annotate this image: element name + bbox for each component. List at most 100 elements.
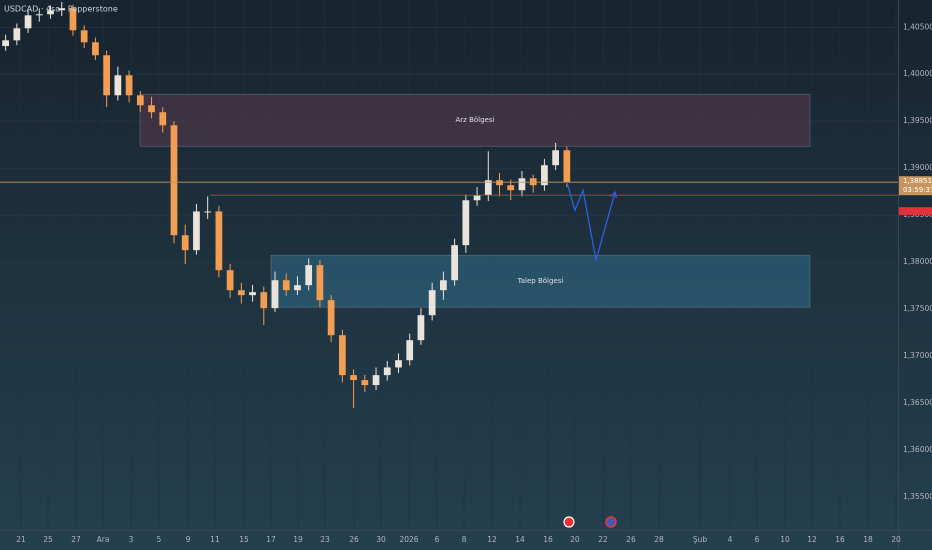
candle-body — [507, 185, 515, 191]
candle-body — [103, 55, 111, 96]
x-tick-label: 2026 — [399, 535, 418, 544]
x-tick-label: 22 — [598, 535, 608, 544]
price-tag — [899, 176, 932, 196]
chart-title: USDCAD · 4sa · Pepperstone — [4, 5, 118, 14]
candle-body — [496, 180, 503, 186]
candle-body — [282, 280, 290, 291]
candle-body — [237, 290, 245, 296]
candle-body — [518, 178, 526, 191]
candle-body — [294, 285, 301, 291]
candle-body — [69, 8, 77, 31]
candle-body — [428, 290, 436, 316]
x-tick-label: 20 — [570, 535, 580, 544]
y-tick-label: 1,37500 — [903, 304, 932, 313]
x-tick-label: 25 — [43, 535, 53, 544]
x-tick-label: 4 — [728, 535, 733, 544]
candle-body — [204, 211, 212, 213]
x-tick-label: 8 — [462, 535, 467, 544]
x-tick-label: 30 — [376, 535, 386, 544]
candle-body — [316, 265, 324, 301]
candle-body — [563, 150, 571, 183]
candle-body — [13, 28, 21, 41]
candle-body — [24, 15, 32, 29]
candle-body — [305, 265, 313, 286]
y-tick-label: 1,36000 — [903, 445, 932, 454]
candle-body — [260, 292, 268, 309]
zone — [139, 93, 811, 147]
candle-body — [484, 180, 492, 196]
x-tick-label: 20 — [891, 535, 901, 544]
x-tick-label: 19 — [293, 535, 303, 544]
candle-body — [114, 75, 122, 96]
y-tick-label: 1,39000 — [903, 163, 932, 172]
x-tick-label: 28 — [654, 535, 664, 544]
candle-body — [159, 112, 167, 126]
x-tick-label: 16 — [835, 535, 845, 544]
x-tick-label: 17 — [266, 535, 276, 544]
candle-body — [92, 42, 99, 56]
x-tick-label: Ara — [97, 535, 110, 544]
y-tick-label: 1,35500 — [903, 492, 932, 501]
candle-body — [383, 367, 391, 376]
price-tag — [899, 207, 932, 216]
x-tick-label: 11 — [210, 535, 220, 544]
candle-body — [529, 178, 537, 186]
candle-body — [327, 300, 335, 336]
candle-body — [193, 211, 200, 251]
candle-body — [215, 211, 223, 271]
x-tick-label: 14 — [515, 535, 525, 544]
x-tick-label: 15 — [239, 535, 249, 544]
candle-body — [136, 95, 144, 106]
candle-body — [148, 105, 155, 113]
candle-body — [350, 375, 357, 381]
candle-body — [35, 14, 43, 16]
plot: Arz Bölgesi Talep Bölgesi — [0, 1, 898, 498]
candle-body — [58, 8, 66, 11]
zone — [270, 254, 811, 308]
x-tick-label: 16 — [543, 535, 553, 544]
candle-body — [372, 375, 380, 386]
x-tick-label: 3 — [129, 535, 134, 544]
zone-label: Arz Bölgesi — [456, 116, 495, 124]
projection-arrowhead — [610, 190, 618, 199]
candle-body — [47, 10, 54, 15]
x-tick-label: 10 — [780, 535, 790, 544]
candle-body — [226, 270, 234, 291]
candle-body — [338, 335, 346, 376]
x-tick-label: 9 — [186, 535, 191, 544]
y-tick-label: 1,37000 — [903, 351, 932, 360]
candle-body — [80, 30, 88, 43]
y-tick-label: 1,39500 — [903, 116, 932, 125]
event-icon[interactable] — [563, 516, 617, 528]
candle-body — [417, 315, 425, 341]
y-tick-label: 1,36500 — [903, 398, 932, 407]
x-tick-label: 5 — [157, 535, 162, 544]
candle-body — [181, 235, 189, 251]
price-tag-label: 1,38851 — [903, 177, 932, 185]
candle-body — [451, 245, 458, 281]
candle-body — [2, 40, 9, 47]
x-tick-label: 26 — [349, 535, 359, 544]
candle-body — [395, 360, 402, 368]
x-tick-label: 6 — [435, 535, 440, 544]
x-tick-label: 21 — [16, 535, 26, 544]
candle-body — [473, 195, 481, 201]
x-tick-label: 26 — [626, 535, 636, 544]
y-tick-label: 1,38000 — [903, 257, 932, 266]
candle-body — [361, 380, 369, 386]
candle-body — [125, 75, 133, 96]
candle-body — [462, 200, 470, 246]
x-tick-label: 18 — [863, 535, 873, 544]
candle-body — [249, 292, 256, 296]
x-tick-label: 12 — [807, 535, 817, 544]
x-tick-label: 12 — [487, 535, 497, 544]
y-tick-label: 1,40500 — [903, 22, 932, 31]
candle-body — [541, 165, 548, 186]
candle-body — [406, 340, 414, 361]
x-tick-label: Şub — [693, 535, 708, 544]
x-tick-label: 27 — [71, 535, 81, 544]
y-tick-label: 1,40000 — [903, 69, 932, 78]
candle-body — [271, 280, 279, 309]
x-tick-label: 23 — [320, 535, 330, 544]
